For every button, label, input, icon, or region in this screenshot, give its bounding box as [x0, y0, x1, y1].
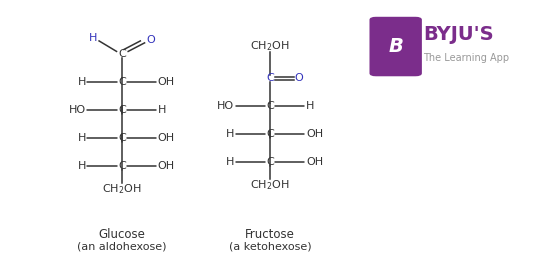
Text: C: C	[118, 49, 126, 59]
Text: C: C	[118, 161, 126, 171]
Text: C: C	[266, 73, 274, 83]
FancyBboxPatch shape	[369, 17, 422, 76]
Text: C: C	[266, 157, 274, 167]
Text: CH$_2$OH: CH$_2$OH	[102, 182, 141, 196]
Text: Glucose: Glucose	[98, 228, 145, 241]
Text: B: B	[388, 37, 403, 56]
Text: OH: OH	[306, 129, 323, 139]
Text: OH: OH	[158, 133, 175, 143]
Text: C: C	[266, 101, 274, 111]
Text: O: O	[295, 73, 303, 83]
Text: CH$_2$OH: CH$_2$OH	[250, 40, 290, 53]
Text: The Learning App: The Learning App	[423, 53, 510, 63]
Text: C: C	[118, 77, 126, 87]
Text: H: H	[77, 77, 86, 87]
Text: BYJU'S: BYJU'S	[423, 25, 494, 44]
Text: H: H	[226, 157, 234, 167]
Text: HO: HO	[69, 105, 86, 115]
Text: Fructose: Fructose	[245, 228, 295, 241]
Text: HO: HO	[217, 101, 234, 111]
Text: CH$_2$OH: CH$_2$OH	[250, 178, 290, 192]
Text: (an aldohexose): (an aldohexose)	[77, 242, 166, 251]
Text: O: O	[146, 36, 156, 45]
Text: H: H	[77, 161, 86, 171]
Text: H: H	[89, 33, 97, 43]
Text: OH: OH	[158, 161, 175, 171]
Text: H: H	[226, 129, 234, 139]
Text: H: H	[306, 101, 314, 111]
Text: OH: OH	[158, 77, 175, 87]
Text: C: C	[118, 133, 126, 143]
Text: OH: OH	[306, 157, 323, 167]
Text: C: C	[266, 129, 274, 139]
Text: (a ketohexose): (a ketohexose)	[228, 242, 312, 251]
Text: H: H	[77, 133, 86, 143]
Text: H: H	[158, 105, 166, 115]
Text: C: C	[118, 105, 126, 115]
